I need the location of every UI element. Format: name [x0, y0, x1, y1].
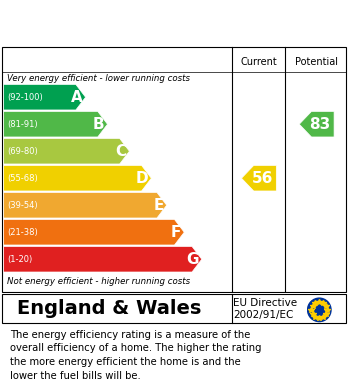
Text: B: B	[93, 117, 105, 132]
Polygon shape	[3, 111, 108, 137]
Text: Current: Current	[240, 57, 277, 67]
Text: (81-91): (81-91)	[8, 120, 38, 129]
Text: 83: 83	[309, 117, 331, 132]
Text: Not energy efficient - higher running costs: Not energy efficient - higher running co…	[7, 277, 190, 286]
Text: A: A	[71, 90, 83, 105]
Text: F: F	[171, 225, 181, 240]
Polygon shape	[3, 84, 86, 110]
Polygon shape	[3, 138, 129, 164]
Text: C: C	[116, 144, 127, 159]
Circle shape	[308, 298, 331, 321]
Polygon shape	[3, 219, 184, 245]
Polygon shape	[299, 111, 334, 137]
Polygon shape	[3, 165, 151, 191]
Polygon shape	[3, 246, 202, 272]
Text: (1-20): (1-20)	[8, 255, 33, 264]
Text: E: E	[153, 198, 164, 213]
Text: Very energy efficient - lower running costs: Very energy efficient - lower running co…	[7, 74, 190, 83]
Polygon shape	[242, 165, 276, 191]
Text: Potential: Potential	[295, 57, 338, 67]
Text: The energy efficiency rating is a measure of the
overall efficiency of a home. T: The energy efficiency rating is a measur…	[10, 330, 262, 381]
Text: EU Directive: EU Directive	[233, 298, 297, 308]
Text: (69-80): (69-80)	[8, 147, 38, 156]
Text: England & Wales: England & Wales	[17, 300, 202, 318]
Text: 56: 56	[252, 171, 273, 186]
Text: D: D	[136, 171, 149, 186]
Polygon shape	[3, 192, 167, 218]
Text: (55-68): (55-68)	[8, 174, 38, 183]
Text: (21-38): (21-38)	[8, 228, 38, 237]
Text: 2002/91/EC: 2002/91/EC	[233, 310, 293, 320]
Text: G: G	[187, 252, 199, 267]
Text: (92-100): (92-100)	[8, 93, 44, 102]
Text: Energy Efficiency Rating: Energy Efficiency Rating	[14, 16, 244, 34]
Text: (39-54): (39-54)	[8, 201, 38, 210]
